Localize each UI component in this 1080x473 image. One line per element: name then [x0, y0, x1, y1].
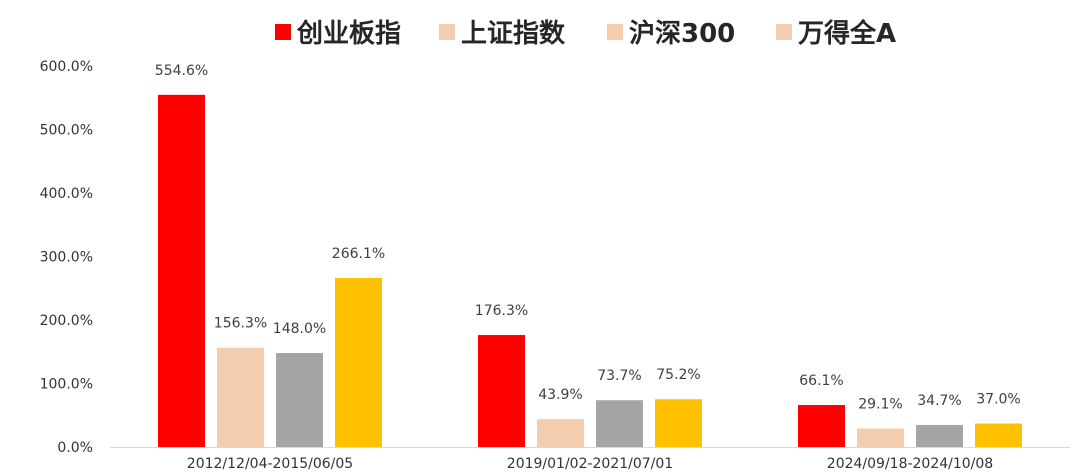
bar: [975, 423, 1022, 447]
x-tick-label: 2012/12/04-2015/06/05: [187, 456, 353, 472]
legend-swatch: [607, 24, 623, 40]
y-tick-label: 200.0%: [40, 313, 93, 329]
bar: [798, 405, 845, 447]
y-tick-label: 600.0%: [40, 59, 93, 75]
data-label: 266.1%: [332, 246, 385, 262]
y-tick-label: 400.0%: [40, 186, 93, 202]
data-label: 554.6%: [155, 63, 208, 79]
bar: [537, 419, 584, 447]
bar: [217, 347, 264, 447]
y-tick-label: 500.0%: [40, 123, 93, 139]
data-label: 176.3%: [475, 303, 528, 319]
legend-swatch: [776, 24, 792, 40]
bar: [857, 428, 904, 447]
bar: [478, 335, 525, 447]
bar: [655, 399, 702, 447]
legend-label: 创业板指: [296, 19, 401, 49]
bar: [158, 94, 205, 447]
data-label: 29.1%: [858, 397, 902, 413]
data-label: 156.3%: [214, 316, 267, 332]
y-axis: 0.0% 100.0% 200.0% 300.0% 400.0% 500.0% 600.0%: [40, 59, 93, 456]
legend: 创业板指 上证指数 沪深300 万得全A: [275, 18, 896, 49]
bars: [158, 94, 1022, 447]
bar: [916, 424, 963, 447]
bar: [276, 353, 323, 447]
x-tick-label: 2019/01/02-2021/07/01: [507, 456, 673, 472]
data-label: 43.9%: [538, 387, 582, 403]
legend-label: 万得全A: [798, 18, 896, 49]
data-label: 75.2%: [656, 367, 700, 383]
data-label: 73.7%: [597, 368, 641, 384]
legend-label: 沪深300: [629, 19, 735, 49]
x-axis: 2012/12/04-2015/06/05 2019/01/02-2021/07/…: [187, 456, 993, 472]
bar: [335, 278, 382, 447]
legend-label: 上证指数: [461, 19, 566, 49]
data-label: 37.0%: [976, 392, 1020, 408]
data-label: 34.7%: [917, 393, 961, 409]
legend-swatch: [275, 24, 291, 40]
data-label: 66.1%: [799, 373, 843, 389]
bar: [596, 400, 643, 447]
y-tick-label: 0.0%: [57, 440, 93, 456]
legend-swatch: [439, 24, 455, 40]
data-labels: 554.6% 156.3% 148.0% 266.1% 176.3% 43.9% 73.7%…: [155, 63, 1021, 413]
x-tick-label: 2024/09/18-2024/10/08: [827, 456, 993, 472]
data-label: 148.0%: [273, 321, 326, 337]
y-tick-label: 300.0%: [40, 250, 93, 266]
y-tick-label: 100.0%: [40, 377, 93, 393]
